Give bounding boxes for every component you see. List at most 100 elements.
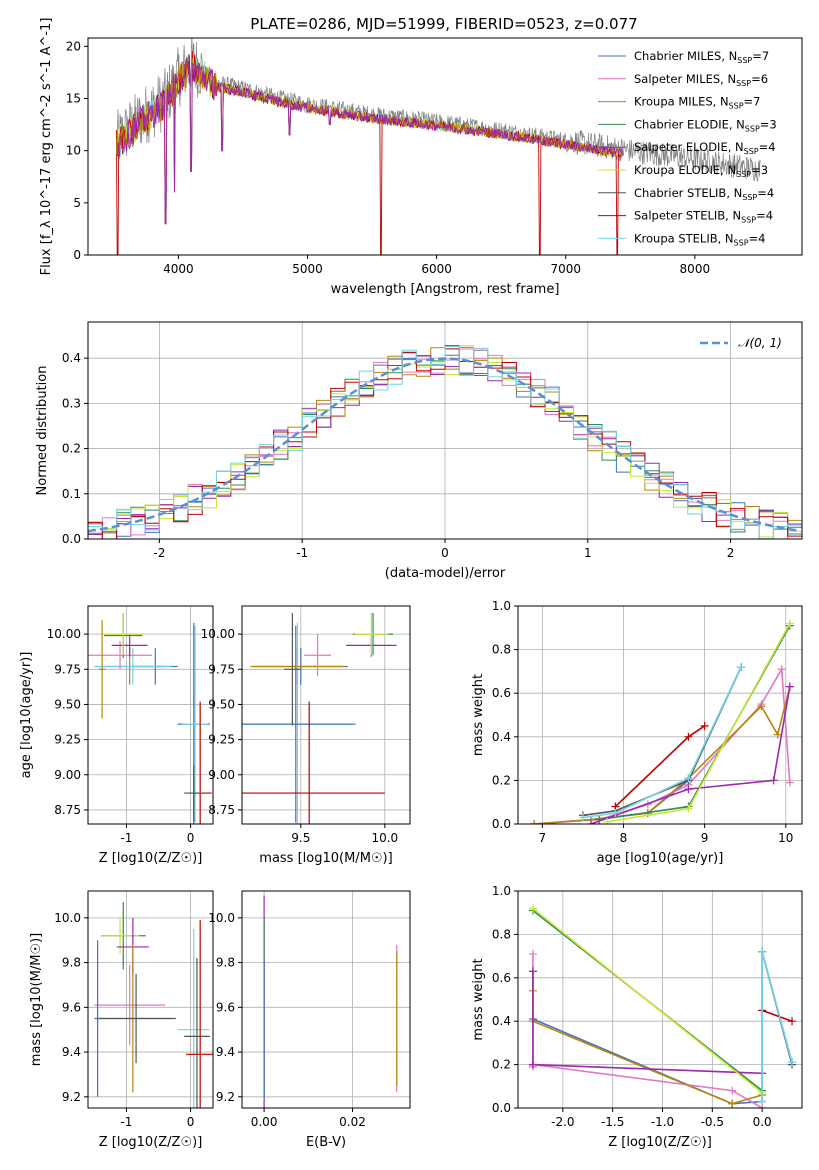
x-tick-label: 0: [187, 831, 195, 845]
y-axis-label: mass weight: [471, 674, 486, 756]
x-tick-label: -2: [153, 546, 165, 560]
axes-frame: [517, 605, 803, 825]
y-tick-label: 0.2: [492, 773, 511, 787]
spectrum-legend: Chabrier MILES, NSSP=7 Salpeter MILES, NS…: [598, 49, 777, 247]
weight-line: [532, 907, 763, 1094]
x-tick-label: -1.5: [601, 1115, 624, 1129]
y-tick-label: 8.75: [208, 803, 235, 817]
x-tick-label: 1: [584, 546, 592, 560]
y-tick-label: 9.8: [62, 956, 81, 970]
weight-marker: [737, 663, 746, 672]
x-tick-label: 9.5: [291, 831, 310, 845]
errorbar-point: [177, 929, 210, 1108]
x-tick-label: -1: [120, 831, 132, 845]
errorbar-point: [242, 701, 385, 824]
plot-area-mass_vs_Z: [88, 891, 213, 1108]
y-tick-label: 0.2: [492, 1058, 511, 1072]
weight-marker: [728, 1099, 737, 1108]
y-tick-label: 0.4: [492, 1014, 511, 1028]
axes-age_vs_mass: 9.5 10.0 8.75 9.00 9.25 9.50 9.75 10.00 mass [lo…: [201, 605, 411, 866]
y-tick-label: 10.00: [201, 627, 235, 641]
errorbar-point: [95, 940, 101, 1097]
errorbar-point: [98, 620, 106, 719]
axes-age_vs_Z: -1 0 8.75 9.00 9.25 9.50 9.75 10.00 Z [log10(Z/Z…: [19, 605, 214, 866]
x-tick-label: 8000: [680, 262, 711, 276]
x-tick-label: 0.00: [251, 1115, 278, 1129]
x-tick-label: -1.0: [651, 1115, 674, 1129]
y-tick-label: 0: [73, 248, 81, 262]
errorbar-point: [354, 613, 389, 656]
x-tick-label: 10: [778, 831, 793, 845]
figure-title: PLATE=0286, MJD=51999, FIBERID=0523, z=0…: [250, 15, 637, 33]
x-axis-label: age [log10(age/yr)]: [597, 851, 724, 866]
y-tick-label: 0.1: [62, 487, 81, 501]
y-axis-label: Flux [f_λ 10^-17 erg cm^-2 s^-1 A^-1]: [39, 18, 54, 276]
axes-frame: [87, 890, 214, 1109]
weight-series: [758, 947, 797, 1106]
x-axis-label: wavelength [Angstrom, rest frame]: [331, 282, 560, 297]
weight-line: [761, 1009, 793, 1022]
y-tick-label: 20: [66, 39, 81, 53]
errorbar-point: [242, 625, 355, 823]
y-tick-label: 9.00: [54, 768, 81, 782]
legend-label: Kroupa STELIB, NSSP=4: [634, 231, 765, 247]
weight-series: [528, 967, 767, 1108]
weight-line: [582, 666, 742, 819]
weight-series: [603, 619, 794, 824]
y-tick-label: 9.75: [208, 662, 235, 676]
errorbar-point: [100, 917, 140, 954]
y-tick-label: 0.6: [492, 686, 511, 700]
weight-marker: [578, 813, 587, 822]
weight-marker: [758, 947, 767, 956]
normal-curve-line: [88, 357, 800, 533]
legend-label: Salpeter ELODIE, NSSP=4: [634, 140, 776, 156]
legend-label: Chabrier ELODIE, NSSP=3: [634, 117, 777, 133]
weight-marker: [785, 682, 794, 691]
weight-series: [587, 682, 794, 824]
y-tick-label: 0.6: [492, 971, 511, 985]
legend-label: Salpeter MILES, NSSP=6: [634, 72, 768, 88]
y-tick-label: 9.2: [62, 1090, 81, 1104]
x-tick-label: 6000: [421, 262, 452, 276]
x-axis-label: mass [log10(M/M☉)]: [259, 851, 392, 866]
weight-marker: [528, 967, 537, 976]
legend-label: Kroupa MILES, NSSP=7: [634, 95, 760, 111]
weight-line: [590, 686, 791, 824]
errorbar-point: [186, 920, 213, 1108]
axes-frame: [241, 890, 411, 1109]
weight-series: [578, 663, 746, 820]
x-tick-label: 7000: [550, 262, 581, 276]
weight-line: [534, 686, 791, 824]
y-tick-label: 9.25: [208, 733, 235, 747]
y-tick-label: 10.0: [54, 911, 81, 925]
y-tick-label: 0.0: [492, 817, 511, 831]
x-tick-label: 8: [620, 831, 628, 845]
weight-line: [532, 953, 763, 1108]
y-axis-label: mass weight: [471, 958, 486, 1040]
y-tick-label: 9.2: [216, 1090, 235, 1104]
y-tick-label: 9.8: [216, 956, 235, 970]
y-tick-label: 8.75: [54, 803, 81, 817]
axes-frame: [517, 890, 803, 1109]
errorbar-point: [94, 648, 172, 685]
x-axis-label: (data-model)/error: [385, 566, 506, 581]
plot-area-spectrum: [115, 38, 761, 255]
errorbar-point: [96, 973, 176, 1064]
weight-marker: [700, 721, 709, 730]
y-tick-label: 9.50: [208, 697, 235, 711]
axes-mass_vs_ebv: 0.00 0.02 9.2 9.4 9.6 9.8 10.0 E(B-V): [208, 890, 411, 1150]
weight-marker: [530, 820, 539, 824]
weight-marker: [684, 774, 693, 783]
weight-marker: [773, 730, 782, 739]
axes-massweight_vs_age: 7 8 9 10 0.0 0.2 0.4 0.6 0.8 1.0 age [log10(age/yr…: [471, 599, 803, 866]
axes-residuals: -2 -1 0 1 2 0.0 0.1 0.2 0.3 0.4 (data-model)/error…: [35, 321, 803, 581]
x-tick-label: 10.0: [371, 831, 398, 845]
plot-area-age_vs_mass: [242, 606, 410, 824]
weight-line: [614, 725, 706, 808]
weight-series: [578, 663, 746, 822]
axes-massweight_vs_Z: -2.0 -1.5 -1.0 -0.5 0.0 0.0 0.2 0.4 0.6 0.8 1.0 Z […: [471, 884, 803, 1150]
weight-marker: [611, 809, 620, 818]
y-tick-label: 9.00: [208, 768, 235, 782]
errorbar-point: [284, 613, 301, 726]
